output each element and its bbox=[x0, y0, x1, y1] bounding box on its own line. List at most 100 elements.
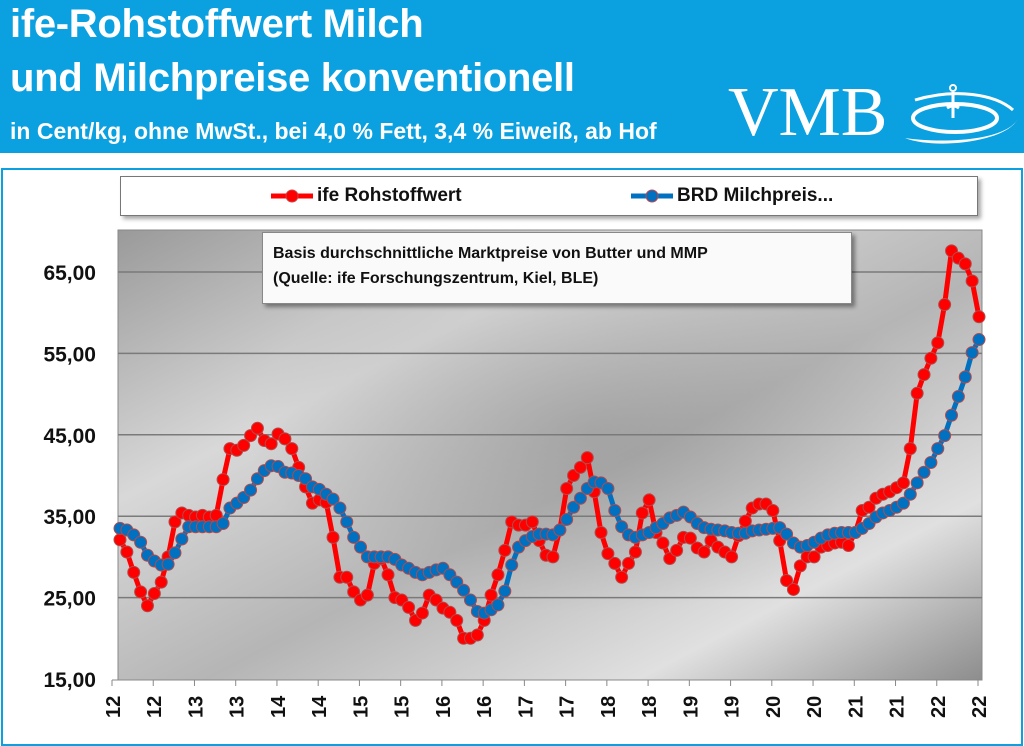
data-point bbox=[484, 588, 498, 602]
data-point bbox=[168, 546, 182, 560]
data-point bbox=[381, 568, 395, 582]
x-tick-label: 15 bbox=[350, 696, 372, 718]
data-point bbox=[216, 517, 230, 531]
data-point bbox=[841, 539, 855, 553]
legend-item-brd: BRD Milchpreis... bbox=[631, 185, 833, 207]
data-point bbox=[154, 575, 168, 589]
header-banner: ife-Rohstoffwert Milch und Milchpreise k… bbox=[0, 0, 1024, 153]
title-line-2: und Milchpreise konventionell bbox=[10, 56, 575, 100]
data-point bbox=[278, 432, 292, 446]
y-tick-label: 45,00 bbox=[43, 425, 96, 448]
data-point bbox=[333, 501, 347, 515]
data-point bbox=[793, 559, 807, 573]
data-point bbox=[415, 606, 429, 620]
data-point bbox=[615, 570, 629, 584]
data-point bbox=[656, 536, 670, 550]
data-point bbox=[560, 512, 574, 526]
legend: ife Rohstoffwert BRD Milchpreis... bbox=[120, 176, 978, 216]
data-point bbox=[340, 570, 354, 584]
x-tick-label: 18 bbox=[639, 696, 661, 718]
data-point bbox=[250, 421, 264, 435]
data-point bbox=[958, 257, 972, 271]
x-tick-label: 17 bbox=[557, 696, 579, 718]
data-point bbox=[546, 550, 560, 564]
data-point bbox=[264, 437, 278, 451]
data-point bbox=[924, 351, 938, 365]
data-point bbox=[608, 556, 622, 570]
data-point bbox=[951, 390, 965, 404]
data-point bbox=[491, 568, 505, 582]
x-tick-label: 21 bbox=[887, 696, 909, 718]
data-point bbox=[725, 550, 739, 564]
data-point bbox=[347, 530, 361, 544]
data-point bbox=[601, 547, 615, 561]
x-tick-label: 12 bbox=[144, 696, 166, 718]
x-tick-label: 18 bbox=[598, 696, 620, 718]
data-point bbox=[134, 535, 148, 549]
x-tick-label: 13 bbox=[227, 696, 249, 718]
x-tick-label: 14 bbox=[309, 695, 331, 718]
data-point bbox=[216, 473, 230, 487]
data-point bbox=[896, 496, 910, 510]
data-point bbox=[965, 274, 979, 288]
data-point bbox=[601, 482, 615, 496]
data-point bbox=[945, 408, 959, 422]
x-tick-label: 16 bbox=[433, 696, 455, 718]
data-point bbox=[127, 565, 141, 579]
data-point bbox=[553, 523, 567, 537]
data-point bbox=[670, 543, 684, 557]
data-point bbox=[491, 598, 505, 612]
data-point bbox=[910, 386, 924, 400]
data-point bbox=[635, 506, 649, 520]
data-point bbox=[498, 584, 512, 598]
annotation-line-1: Basis durchschnittliche Marktpreise von … bbox=[273, 245, 708, 262]
data-point bbox=[608, 504, 622, 518]
x-tick-label: 21 bbox=[845, 696, 867, 718]
y-tick-label: 25,00 bbox=[43, 588, 96, 611]
x-tick-label: 16 bbox=[474, 696, 496, 718]
data-point bbox=[463, 593, 477, 607]
data-point bbox=[525, 515, 539, 529]
y-tick-label: 35,00 bbox=[43, 506, 96, 529]
data-point bbox=[134, 585, 148, 599]
data-point bbox=[175, 532, 189, 546]
vmb-logo-icon bbox=[905, 84, 1017, 144]
data-point bbox=[924, 455, 938, 469]
data-point bbox=[938, 429, 952, 443]
y-tick-label: 65,00 bbox=[43, 262, 96, 285]
data-point bbox=[326, 530, 340, 544]
data-point bbox=[326, 492, 340, 506]
data-point bbox=[168, 515, 182, 529]
data-point bbox=[780, 527, 794, 541]
data-point bbox=[972, 310, 986, 324]
data-point bbox=[931, 336, 945, 350]
data-point bbox=[402, 600, 416, 614]
data-point bbox=[505, 558, 519, 572]
data-point bbox=[457, 583, 471, 597]
vmb-logo-text: VMB bbox=[728, 74, 888, 151]
data-point bbox=[120, 545, 134, 559]
x-tick-label: 20 bbox=[763, 696, 785, 718]
legend-item-ife: ife Rohstoffwert bbox=[271, 185, 462, 207]
data-point bbox=[965, 346, 979, 360]
x-tick-label: 13 bbox=[185, 696, 207, 718]
data-point bbox=[642, 493, 656, 507]
x-tick-label: 17 bbox=[515, 696, 537, 718]
data-point bbox=[147, 587, 161, 601]
data-point bbox=[917, 465, 931, 479]
legend-label-brd: BRD Milchpreis... bbox=[677, 185, 834, 206]
x-tick-label: 15 bbox=[392, 696, 414, 718]
data-point bbox=[896, 476, 910, 490]
data-point bbox=[244, 483, 258, 497]
subtitle: in Cent/kg, ohne MwSt., bei 4,0 % Fett, … bbox=[10, 118, 657, 144]
x-tick-label: 22 bbox=[969, 696, 991, 718]
data-point bbox=[910, 476, 924, 490]
data-point bbox=[938, 298, 952, 312]
data-point bbox=[498, 543, 512, 557]
data-point bbox=[780, 574, 794, 588]
data-point bbox=[573, 460, 587, 474]
legend-blue-marker-icon bbox=[631, 189, 673, 203]
data-point bbox=[972, 333, 986, 347]
data-point bbox=[958, 370, 972, 384]
